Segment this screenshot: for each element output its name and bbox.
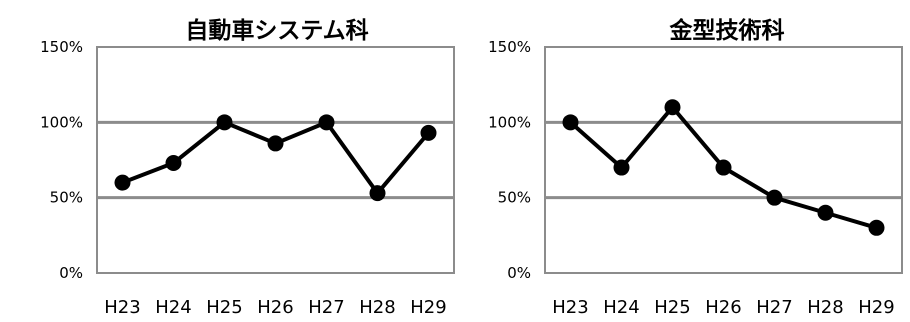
x-tick-label: H26 xyxy=(705,297,741,318)
y-tick-label: 50% xyxy=(50,189,83,207)
x-axis-ticks: H23 H24 H25 H26 H27 H28 H29 xyxy=(104,297,446,318)
x-tick-label: H27 xyxy=(308,297,344,318)
y-tick-label: 0% xyxy=(59,264,83,282)
chart-0-svg: 自動車システム科 0%50%100%150% H23 H24 H25 H26 H27 H2… xyxy=(40,17,455,318)
chart-title: 金型技術科 xyxy=(669,17,785,44)
y-tick-label: 150% xyxy=(40,38,83,56)
data-point xyxy=(868,219,885,236)
data-point xyxy=(715,159,732,176)
data-point xyxy=(766,189,783,206)
x-tick-label: H27 xyxy=(756,297,792,318)
x-tick-label: H25 xyxy=(206,297,242,318)
data-point xyxy=(318,114,335,131)
chart-1-svg: 金型技術科 0%50%100%150% H23 H24 H25 H26 H27 H28 H2… xyxy=(488,17,903,318)
x-tick-label: H23 xyxy=(104,297,140,318)
data-point xyxy=(817,204,834,221)
x-tick-label: H26 xyxy=(257,297,293,318)
x-tick-label: H28 xyxy=(359,297,395,318)
x-tick-label: H29 xyxy=(410,297,446,318)
y-axis-ticks: 0% 50% 100% 150% xyxy=(40,38,83,282)
data-point xyxy=(664,99,681,116)
chart-title: 自動車システム科 xyxy=(185,17,368,44)
y-tick-label: 100% xyxy=(488,113,531,131)
x-tick-label: H24 xyxy=(155,297,191,318)
y-tick-label: 100% xyxy=(40,113,83,131)
chart-jidousha-system: 自動車システム科 0% 50% 100% 150% H23 H24 H25 H26 H27 H2… xyxy=(40,17,455,318)
data-point xyxy=(613,159,630,176)
data-point xyxy=(165,155,182,172)
plot-frame xyxy=(96,46,455,274)
data-point xyxy=(267,135,284,152)
y-tick-label: 150% xyxy=(488,38,531,56)
data-points xyxy=(114,114,437,202)
data-point xyxy=(562,114,579,131)
data-point xyxy=(369,185,386,202)
grid-lines xyxy=(545,120,902,200)
plot-frame xyxy=(544,46,903,274)
chart-kanagata-gijutsu: 金型技術科 0% 50% 100% 150% H23 H24 H25 H26 H27 H28 H2… xyxy=(455,0,910,322)
x-tick-label: H29 xyxy=(858,297,894,318)
data-point xyxy=(216,114,233,131)
x-tick-label: H25 xyxy=(654,297,690,318)
x-axis-ticks: H23 H24 H25 H26 H27 H28 H29 xyxy=(552,297,894,318)
data-point xyxy=(114,174,131,191)
x-tick-label: H23 xyxy=(552,297,588,318)
grid-lines xyxy=(97,120,454,200)
data-point xyxy=(420,124,437,141)
y-axis-ticks: 0% 50% 100% 150% xyxy=(488,38,531,282)
data-points xyxy=(562,99,885,236)
y-tick-label: 0% xyxy=(507,264,531,282)
x-tick-label: H28 xyxy=(807,297,843,318)
y-tick-label: 50% xyxy=(498,189,531,207)
x-tick-label: H24 xyxy=(603,297,639,318)
